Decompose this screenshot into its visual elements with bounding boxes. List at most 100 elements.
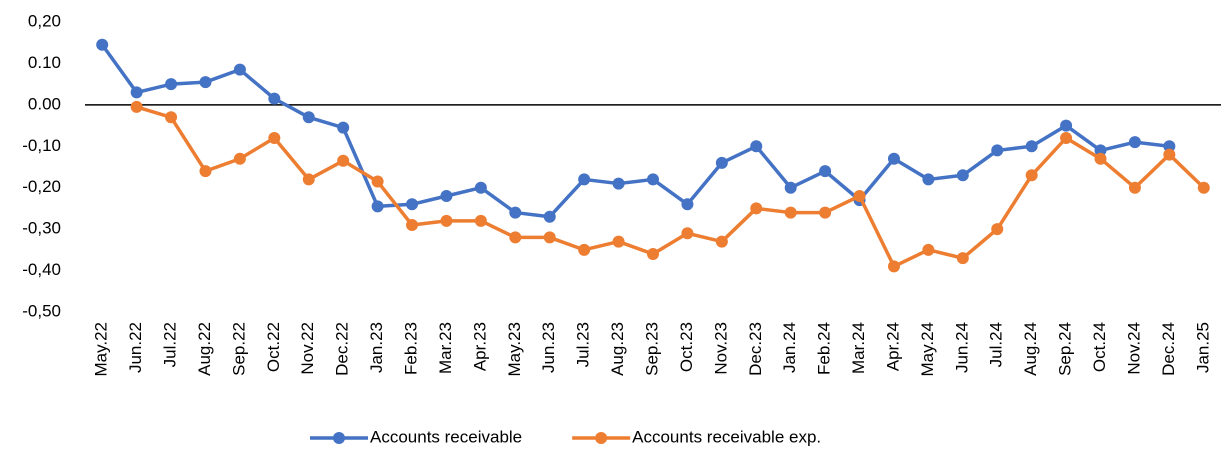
point (199, 165, 212, 178)
point (1197, 181, 1210, 194)
point (991, 144, 1004, 157)
x-tick-label: Nov.23 (711, 322, 730, 375)
point (681, 227, 694, 240)
x-tick-label: Sep.24 (1056, 322, 1075, 376)
point (1060, 119, 1073, 132)
x-tick-label: Jul.22 (161, 322, 180, 367)
point (406, 219, 419, 231)
point (819, 165, 832, 178)
point (337, 154, 350, 167)
y-tick-label: -0,10 (22, 136, 61, 155)
x-tick-label: Dec.24 (1159, 322, 1178, 376)
y-tick-label: 0,20 (28, 11, 61, 30)
point (578, 243, 591, 256)
point (853, 190, 866, 202)
point (371, 175, 384, 188)
x-tick-label: Mar.23 (436, 322, 455, 374)
y-tick-label: 0.10 (28, 53, 61, 72)
point (130, 100, 143, 113)
x-tick-label: Jan.23 (367, 322, 386, 373)
x-tick-label: Dec.22 (333, 322, 352, 376)
point (991, 223, 1004, 236)
point (302, 111, 315, 124)
point (543, 210, 556, 223)
x-tick-label: Jun.23 (539, 322, 558, 373)
point (268, 132, 281, 144)
x-tick-label: Apr.24 (883, 322, 902, 371)
x-tick-label: Dec.23 (746, 322, 765, 376)
legend-label: Accounts receivable (370, 427, 522, 446)
point (1060, 132, 1073, 144)
x-tick-label: May.22 (92, 322, 111, 377)
x-tick-label: Oct.24 (1090, 322, 1109, 372)
point (819, 206, 832, 219)
point (681, 198, 694, 211)
point (509, 231, 522, 244)
point (715, 235, 728, 248)
point (647, 173, 659, 186)
point (268, 92, 281, 105)
point (371, 200, 384, 213)
point (784, 181, 797, 194)
x-tick-label: Aug.23 (608, 322, 627, 376)
point (922, 173, 935, 186)
x-tick-label: Apr.23 (470, 322, 489, 371)
x-tick-label: Jul.23 (574, 322, 593, 367)
point (750, 202, 763, 215)
point (956, 252, 969, 265)
point (302, 173, 315, 186)
x-tick-label: Oct.23 (677, 322, 696, 372)
x-tick-label: Jul.24 (987, 322, 1006, 367)
point (1128, 181, 1141, 194)
point (612, 177, 625, 190)
x-tick-label: Feb.23 (402, 322, 421, 375)
point (406, 198, 419, 211)
legend-marker (595, 432, 608, 444)
x-tick-label: Nov.24 (1124, 322, 1143, 375)
point (199, 76, 212, 89)
series-line (136, 105, 1206, 269)
point (1128, 136, 1141, 149)
point (922, 243, 935, 256)
point (715, 156, 728, 169)
x-tick-label: Feb.24 (815, 322, 834, 375)
x-tick-label: Jun.24 (952, 322, 971, 373)
point (1163, 148, 1176, 161)
point (233, 152, 246, 165)
x-tick-label: Nov.22 (298, 322, 317, 375)
point (440, 214, 453, 227)
y-tick-label: -0,50 (22, 301, 61, 320)
y-tick-label: -0,20 (22, 177, 61, 196)
point (440, 190, 453, 202)
legend-label: Accounts receivable exp. (632, 427, 821, 446)
point (612, 235, 625, 248)
point (784, 206, 797, 219)
point (165, 78, 178, 91)
point (96, 38, 109, 51)
x-tick-label: Jan.24 (780, 322, 799, 373)
point (1094, 152, 1107, 165)
y-tick-label: -0,30 (22, 219, 61, 238)
x-tick-label: Sep.23 (642, 322, 661, 376)
point (578, 173, 591, 186)
point (165, 111, 178, 124)
x-tick-label: Aug.22 (195, 322, 214, 376)
point (337, 121, 350, 134)
point (1163, 140, 1176, 153)
legend-marker (333, 432, 345, 444)
x-tick-label: Aug.24 (1021, 322, 1040, 376)
y-tick-label: 0.00 (28, 94, 61, 113)
x-tick-label: Oct.22 (264, 322, 283, 372)
point (233, 63, 246, 76)
y-tick-label: -0,40 (22, 260, 61, 279)
point (887, 152, 900, 165)
point (474, 181, 487, 194)
point (1094, 144, 1107, 157)
point (1025, 169, 1038, 182)
point (750, 140, 763, 153)
point (647, 248, 659, 260)
point (474, 214, 487, 227)
point (130, 86, 143, 99)
x-tick-label: Sep.22 (229, 322, 248, 376)
